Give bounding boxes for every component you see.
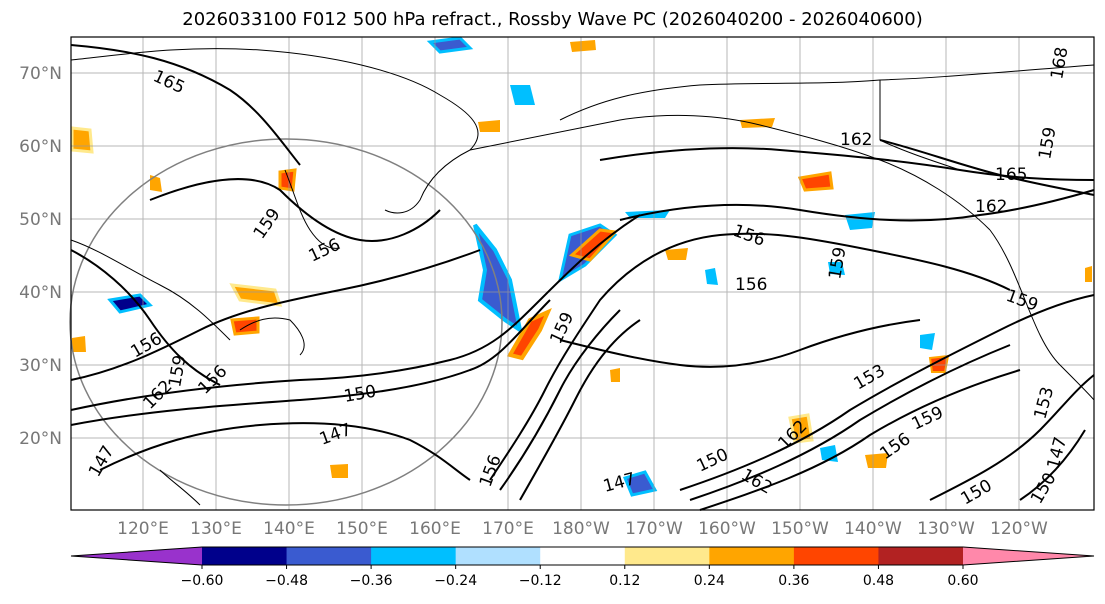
refractivity-contours: [70, 44, 1095, 511]
colorbar-tick-label: −0.48: [265, 573, 308, 589]
longitude-labels: 120°E 130°E 140°E 150°E 160°E 170°E 180°…: [117, 519, 1048, 539]
lat-label: 30°N: [19, 356, 62, 376]
colorbar-segment: [371, 547, 457, 565]
colorbar-segment: [624, 547, 710, 565]
colorbar-segment: [202, 547, 288, 565]
colorbar-segment: [709, 547, 795, 565]
lat-label: 70°N: [19, 64, 62, 84]
colorbar-tick-label: 0.24: [694, 573, 725, 589]
colorbar-tick-label: −0.24: [434, 573, 477, 589]
map-title: 2026033100 F012 500 hPa refract., Rossby…: [182, 9, 923, 30]
graticule: [71, 37, 1094, 510]
colorbar-tick-label: 0.48: [863, 573, 894, 589]
colorbar-tick-label: −0.60: [181, 573, 224, 589]
colorbar-extend-max: [963, 547, 1094, 565]
lon-label: 150°W: [771, 519, 829, 539]
colorbar-segment: [793, 547, 879, 565]
contour-label: 162: [840, 130, 872, 150]
lon-label: 170°W: [625, 519, 683, 539]
lat-label: 20°N: [19, 429, 62, 449]
colorbar-tick-label: 0.60: [947, 573, 978, 589]
colorbar-segment: [540, 547, 626, 565]
lon-label: 130°E: [190, 519, 242, 539]
lon-label: 160°W: [698, 519, 756, 539]
lon-label: 120°W: [990, 519, 1048, 539]
colorbar-segment: [286, 547, 372, 565]
colorbar-tick-label: −0.12: [519, 573, 562, 589]
lon-label: 180°W: [552, 519, 610, 539]
map-frame: [70, 36, 1095, 511]
contour-label: 162: [975, 197, 1007, 217]
latitude-labels: 70°N 60°N 50°N 40°N 30°N 20°N: [19, 64, 62, 449]
contour-label: 165: [995, 165, 1027, 185]
colorbar: −0.60 −0.48 −0.36 −0.24 −0.12 0.12 0.24 0.36 0.4…: [70, 546, 1095, 589]
lon-label: 140°W: [844, 519, 902, 539]
map-background: [71, 37, 1094, 510]
lon-label: 120°E: [117, 519, 169, 539]
coastlines: [70, 48, 1095, 506]
lat-label: 40°N: [19, 283, 62, 303]
colorbar-segment: [878, 547, 964, 565]
colorbar-tick-label: 0.12: [609, 573, 640, 589]
lon-label: 170°E: [482, 519, 534, 539]
colorbar-extend-min: [71, 547, 202, 565]
colorbar-tick-label: 0.36: [778, 573, 809, 589]
colorbar-segment: [455, 547, 541, 565]
range-circle: [69, 138, 503, 506]
lon-label: 150°E: [336, 519, 388, 539]
lon-label: 160°E: [409, 519, 461, 539]
colorbar-tick-label: −0.36: [350, 573, 393, 589]
lat-label: 50°N: [19, 210, 62, 230]
lon-label: 140°E: [263, 519, 315, 539]
contour-label: 156: [735, 275, 767, 295]
lat-label: 60°N: [19, 137, 62, 157]
lon-label: 130°W: [917, 519, 975, 539]
